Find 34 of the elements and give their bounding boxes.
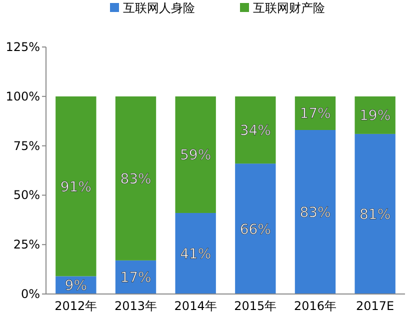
x-tick-label: 2014年 <box>174 299 217 313</box>
bar <box>235 164 276 294</box>
data-label: 19% <box>360 108 391 124</box>
y-tick-label: 100% <box>6 89 40 104</box>
x-tick-label: 2017E <box>356 299 394 313</box>
data-label: 41% <box>180 246 212 262</box>
data-label: 81% <box>360 206 391 223</box>
legend-label: 互联网人身险 <box>123 1 195 15</box>
data-label: 66% <box>240 222 271 238</box>
y-tick-label: 75% <box>13 138 40 153</box>
data-label: 17% <box>300 106 331 122</box>
y-tick-label: 50% <box>13 188 40 202</box>
data-label: 59% <box>180 148 212 164</box>
x-tick-label: 2013年 <box>114 299 158 313</box>
bar <box>354 134 396 294</box>
data-label: 9% <box>64 278 88 294</box>
data-label: 83% <box>300 204 331 221</box>
data-label: 83% <box>120 171 152 188</box>
data-label: 34% <box>240 122 271 139</box>
x-tick-label: 2015年 <box>234 299 277 313</box>
bar <box>115 96 156 260</box>
x-tick-label: 2012年 <box>54 299 98 313</box>
bar <box>175 96 216 213</box>
bar <box>235 96 276 164</box>
bar <box>294 130 336 294</box>
legend-label: 互联网财产险 <box>253 1 325 15</box>
data-label: 17% <box>120 270 152 286</box>
y-tick-label: 125% <box>6 40 40 54</box>
y-tick-label: 25% <box>13 238 40 252</box>
x-tick-label: 2016年 <box>294 299 337 313</box>
bar <box>175 212 216 294</box>
bar <box>56 96 96 276</box>
y-tick-label: 0% <box>20 287 40 301</box>
data-label: 91% <box>60 179 92 196</box>
